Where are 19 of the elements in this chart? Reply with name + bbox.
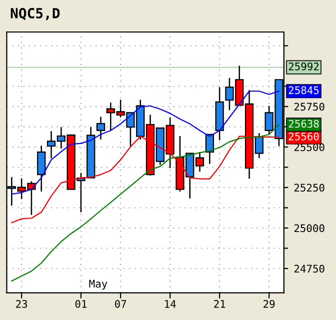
ref-line-label: 25992 — [288, 62, 319, 70]
y-tick-label: 24750 — [294, 264, 324, 273]
line-series — [11, 90, 280, 195]
x-tick-label: 01 — [75, 300, 87, 308]
x-tick-label: 14 — [165, 300, 176, 308]
y-tick-label: 25750 — [294, 102, 324, 111]
data-label: 25560 — [288, 132, 319, 140]
x-tick-label: 21 — [214, 300, 226, 308]
x-tick-label: 29 — [264, 300, 275, 308]
candlestick — [37, 145, 46, 192]
y-tick-label: 25250 — [294, 184, 324, 192]
annotation: May — [89, 280, 108, 290]
candlestick — [96, 116, 106, 140]
y-tick-label: 25000 — [294, 224, 324, 232]
x-tick-label: 07 — [114, 300, 126, 308]
data-label: 25638 — [288, 120, 319, 128]
data-label: 25845 — [288, 86, 319, 94]
x-tick-label: 23 — [16, 300, 28, 308]
chart-title: NQC5,D — [10, 8, 60, 20]
